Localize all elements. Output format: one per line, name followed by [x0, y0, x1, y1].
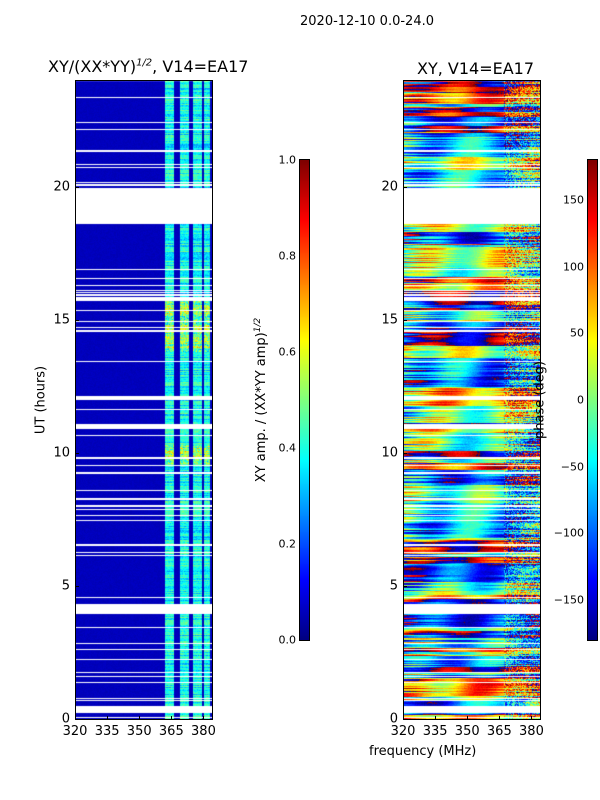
colorbar2-tick-label: 100	[563, 260, 584, 274]
colorbar2-tick-label: 0	[577, 393, 584, 407]
left-ytick-label: 5	[61, 578, 70, 594]
left-title-main: XY/(XX*YY)	[48, 57, 137, 76]
left-ytick-label: 10	[53, 445, 70, 461]
tick-mark	[403, 585, 407, 587]
colorbar1-tick-label: 0.2	[278, 537, 297, 551]
colorbar1-label: XY amp. / (XX*YY amp)1/2	[253, 318, 269, 482]
right-xtick-label: 320	[390, 724, 416, 739]
colorbar1-label-main: XY amp. / (XX*YY amp)	[254, 332, 270, 483]
left-plot-title: XY/(XX*YY)1/2, V14=EA17	[48, 57, 248, 76]
figure-suptitle: 2020-12-10 0.0-24.0	[300, 14, 434, 29]
left-xtick-label: 365	[158, 724, 184, 739]
tick-mark	[403, 319, 407, 321]
tick-mark	[75, 319, 79, 321]
tick-mark	[403, 719, 407, 720]
colorbar1-tick-label: 1.0	[278, 153, 297, 167]
colorbar2-tick-label: 150	[563, 193, 584, 207]
tick-mark	[75, 186, 79, 188]
left-title-suffix: , V14=EA17	[152, 57, 249, 76]
tick-mark	[75, 716, 76, 720]
xlabel: frequency (MHz)	[369, 744, 477, 759]
right-ytick-label: 20	[381, 179, 398, 194]
colorbar1-label-sup: 1/2	[252, 317, 263, 333]
amplitude-colorbar	[300, 160, 309, 640]
left-ytick-label: 20	[53, 179, 70, 194]
right-plot-title: XY, V14=EA17	[417, 59, 535, 78]
tick-mark	[467, 716, 469, 720]
tick-mark	[75, 719, 79, 720]
right-xtick-label: 350	[454, 724, 480, 739]
right-ytick-label: 5	[389, 578, 398, 594]
colorbar1-tick-label: 0.0	[278, 633, 297, 647]
tick-mark	[531, 716, 533, 720]
right-xtick-label: 365	[486, 724, 512, 739]
phase-label: phase (deg)	[532, 360, 548, 440]
left-ytick-label: 0	[61, 711, 70, 727]
right-xtick-label: 380	[519, 724, 544, 739]
left-title-sup: 1/2	[136, 57, 153, 69]
left-xtick-label: 350	[126, 724, 152, 739]
tick-mark	[139, 716, 141, 720]
left-xtick-label: 380	[191, 724, 216, 739]
left-ytick-label: 15	[53, 312, 70, 328]
tick-mark	[203, 716, 205, 720]
left-xtick-label: 320	[62, 724, 88, 739]
right-xtick-label: 335	[422, 724, 448, 739]
tick-mark	[75, 452, 79, 454]
colorbar2-tick-label: −150	[553, 593, 584, 607]
amplitude-heatmap	[75, 80, 212, 719]
colorbar2-tick-label: −100	[553, 526, 584, 540]
colorbar1-tick-label: 0.6	[278, 345, 297, 359]
colorbar2-tick-label: 50	[570, 326, 584, 340]
tick-mark	[171, 716, 173, 720]
left-xtick-label: 335	[94, 724, 120, 739]
phase-colorbar	[588, 160, 597, 640]
tick-mark	[403, 716, 404, 720]
tick-mark	[435, 716, 437, 720]
colorbar1-tick-label: 0.8	[278, 249, 297, 263]
left-ylabel: UT (hours)	[33, 365, 49, 435]
tick-mark	[75, 585, 79, 587]
tick-mark	[403, 186, 407, 188]
colorbar2-tick-label: −50	[560, 460, 584, 474]
phase-heatmap	[403, 80, 540, 719]
tick-mark	[499, 716, 501, 720]
right-ytick-label: 15	[381, 312, 398, 328]
tick-mark	[403, 452, 407, 454]
right-ytick-label: 10	[381, 445, 398, 461]
tick-mark	[107, 716, 109, 720]
right-ytick-label: 0	[389, 711, 398, 727]
colorbar1-tick-label: 0.4	[278, 441, 297, 455]
